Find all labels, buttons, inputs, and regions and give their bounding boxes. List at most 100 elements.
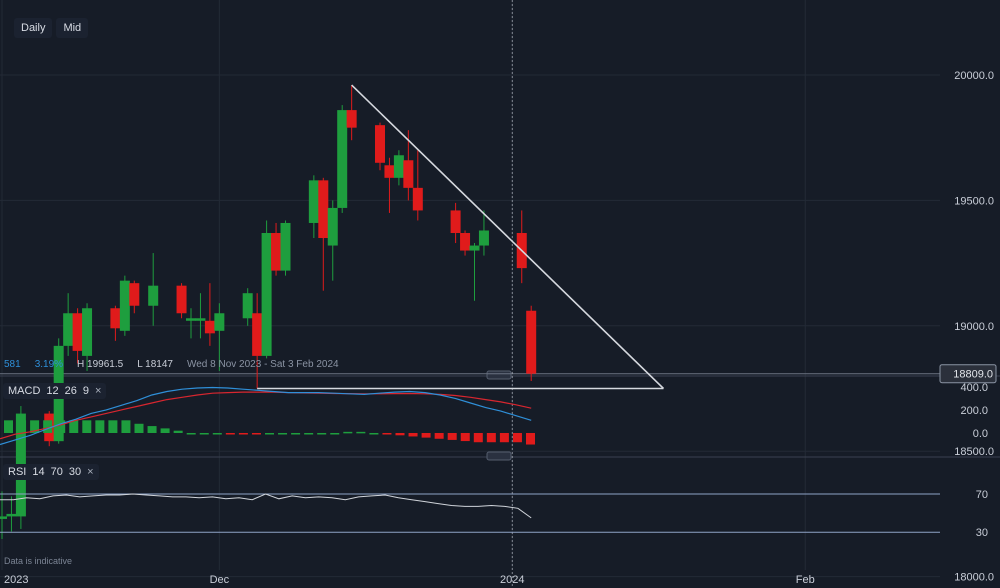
macd-histogram-bar [343, 431, 353, 434]
price-axis-label: 19000.0 [954, 321, 994, 333]
candle-up [327, 207, 338, 246]
candle-down [204, 320, 215, 334]
price-axis-label: 18500.0 [954, 446, 994, 458]
time-axis-label: 2024 [500, 574, 524, 586]
macd-signal-line [0, 391, 532, 440]
macd-histogram-bar [304, 433, 314, 435]
macd-param-fast: 12 [46, 385, 59, 397]
macd-histogram-bar [199, 433, 209, 435]
candle-up [63, 313, 74, 346]
timeframe-mid-button[interactable]: Mid [56, 18, 89, 38]
macd-histogram-bar [526, 433, 535, 445]
candle-up [393, 155, 404, 178]
candle-down [384, 165, 395, 178]
info-high: H 19961.5 [77, 359, 124, 370]
rsi-param-upper: 70 [50, 466, 63, 478]
candle-down [252, 313, 263, 356]
macd-histogram-bar [395, 433, 405, 436]
macd-histogram-bar [278, 433, 288, 435]
candle-up [337, 110, 348, 208]
candle-up [478, 230, 489, 246]
time-axis-label: Dec [210, 574, 230, 586]
macd-line [0, 386, 532, 446]
macd-histogram-bar [225, 433, 235, 435]
info-change-percent: 3.19% [34, 359, 64, 370]
candle-up [308, 180, 319, 223]
candle-up [6, 513, 17, 517]
time-axis-label: Feb [796, 574, 815, 586]
rsi-label[interactable]: RSI 14 70 30 × [3, 464, 99, 480]
macd-histogram-bar [434, 433, 444, 439]
price-axis-label: 20000.0 [954, 70, 994, 82]
macd-histogram-bar [17, 420, 27, 433]
candle-up [280, 222, 291, 271]
candle-down [176, 285, 187, 314]
candle-down [129, 283, 140, 306]
candle-up [0, 516, 7, 519]
candle-down [412, 187, 423, 211]
candle-up [469, 245, 480, 251]
price-axis-label: 18000.0 [954, 572, 994, 584]
candle-up [82, 308, 93, 356]
macd-axis-label: 0.0 [973, 428, 988, 440]
macd-histogram-bar [499, 433, 509, 443]
macd-histogram-bar [43, 420, 53, 433]
macd-histogram-bar [291, 433, 301, 435]
macd-histogram-bar [408, 433, 418, 437]
macd-histogram-bar [108, 420, 118, 433]
macd-label[interactable]: MACD 12 26 9 × [3, 383, 107, 399]
timeframe-bar: Daily Mid [14, 18, 89, 38]
macd-histogram-bar [4, 420, 13, 433]
candle-down [346, 110, 357, 128]
macd-param-signal: 9 [82, 385, 90, 397]
rsi-name: RSI [8, 466, 27, 478]
macd-histogram-bar [265, 433, 274, 435]
macd-histogram-bar [460, 433, 470, 442]
macd-histogram-bar [369, 433, 379, 435]
price-axis-label: 19500.0 [954, 195, 994, 207]
candle-up [148, 285, 159, 306]
current-price-label: 18809.0 [953, 369, 993, 381]
macd-axis-label: 400.0 [960, 382, 988, 394]
macd-histogram-bar [512, 433, 522, 443]
macd-histogram-bar [251, 433, 261, 435]
macd-histogram-bar [186, 433, 196, 435]
macd-histogram-bar [356, 431, 366, 434]
rsi-param-period: 14 [32, 466, 45, 478]
candle-down [318, 180, 329, 239]
macd-histogram-bar [121, 420, 131, 433]
macd-histogram-bar [82, 420, 92, 433]
price-info-line: 581 3.19% H 19961.5 L 18147 Wed 8 Nov 20… [4, 359, 339, 370]
macd-param-slow: 26 [64, 385, 77, 397]
macd-histogram-bar [317, 433, 327, 435]
timeframe-daily-button[interactable]: Daily [14, 18, 53, 38]
trendline [351, 84, 665, 390]
candle-up [261, 233, 272, 356]
pane-resize-handle [486, 370, 512, 380]
candle-up [214, 313, 225, 331]
info-low: L 18147 [137, 359, 173, 370]
time-axis-label: 2023 [4, 574, 28, 586]
macd-histogram-bar [421, 433, 431, 438]
rsi-axis-label: 70 [976, 489, 988, 501]
info-change-value: 581 [4, 359, 21, 370]
macd-histogram-bar [95, 420, 105, 433]
candle-down [450, 210, 461, 234]
disclaimer-text: Data is indicative [4, 556, 73, 566]
rsi-axis-label: 30 [976, 527, 988, 539]
macd-histogram-bar [212, 433, 222, 435]
candle-down [72, 313, 83, 351]
info-date-range: Wed 8 Nov 2023 - Sat 3 Feb 2024 [186, 359, 339, 370]
macd-histogram-bar [173, 430, 183, 433]
candle-up [119, 280, 130, 331]
macd-histogram-bar [238, 433, 248, 435]
macd-histogram-bar [134, 423, 144, 433]
macd-histogram-bar [447, 433, 457, 440]
rsi-close-icon[interactable]: × [87, 466, 94, 478]
candle-down [110, 308, 121, 329]
macd-axis-label: 200.0 [960, 405, 988, 417]
macd-close-icon[interactable]: × [95, 385, 102, 397]
candle-down [271, 233, 282, 271]
macd-name: MACD [8, 385, 41, 397]
